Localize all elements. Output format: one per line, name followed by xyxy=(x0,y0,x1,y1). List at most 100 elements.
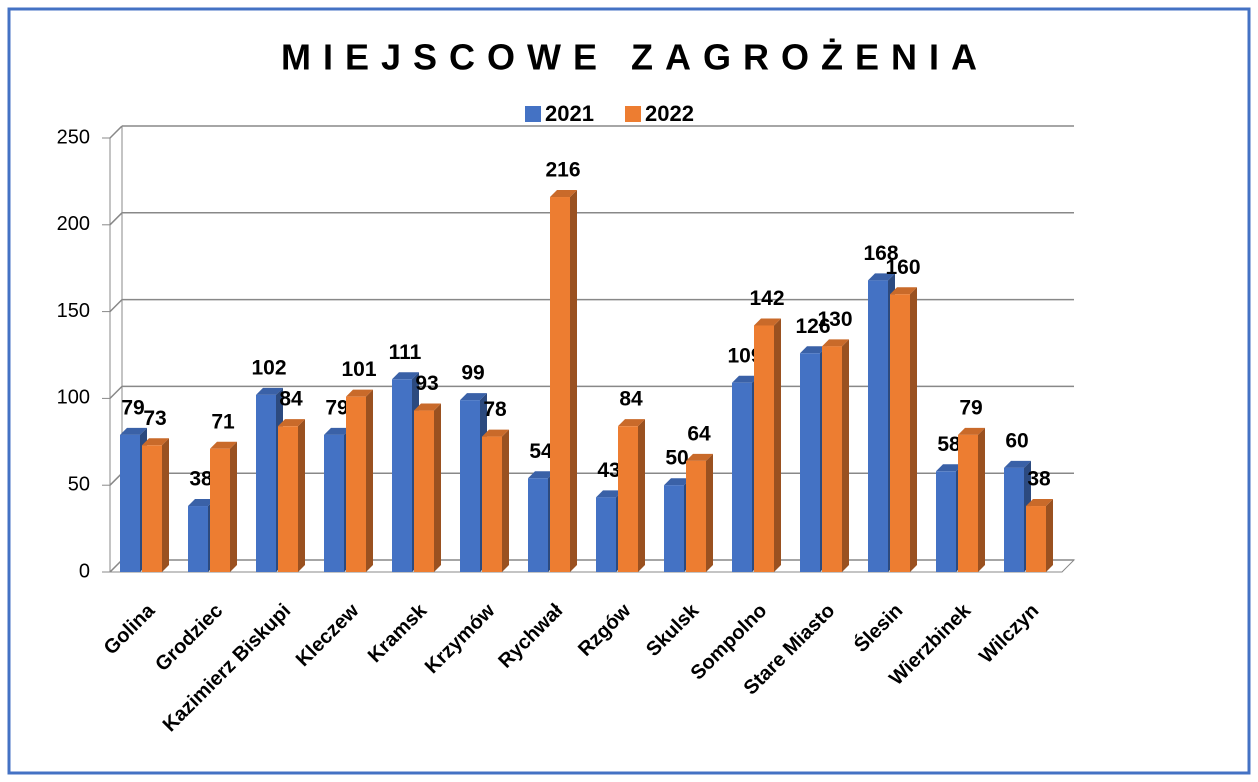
bar-top xyxy=(528,471,555,479)
value-label: 99 xyxy=(461,362,484,385)
y-tick-label: 250 xyxy=(57,126,90,148)
bar xyxy=(256,394,276,572)
bar xyxy=(414,410,434,572)
bar xyxy=(188,506,208,572)
bar xyxy=(958,434,978,572)
value-label: 111 xyxy=(389,341,422,364)
value-label: 84 xyxy=(619,388,643,411)
bar-top xyxy=(618,419,645,427)
value-label: 101 xyxy=(341,358,376,381)
bar-top xyxy=(868,273,895,281)
bar xyxy=(278,426,298,572)
value-label: 38 xyxy=(1027,468,1051,491)
legend-label: 2021 xyxy=(545,101,594,126)
y-tick-label: 150 xyxy=(57,300,90,322)
value-label: 79 xyxy=(121,396,144,419)
bar-top xyxy=(1004,460,1031,468)
bar xyxy=(936,471,956,572)
bar-side xyxy=(162,438,169,572)
y-tick-label: 100 xyxy=(57,387,90,409)
bar xyxy=(460,400,480,572)
bar-top xyxy=(596,490,623,498)
bar-top xyxy=(686,453,713,461)
value-label: 54 xyxy=(529,440,553,463)
bar-side xyxy=(570,190,577,573)
bar xyxy=(822,346,842,572)
bar xyxy=(142,445,162,572)
bar-top xyxy=(414,403,441,411)
y-tick-label: 0 xyxy=(79,560,90,582)
grid-line xyxy=(109,299,123,313)
bar-side xyxy=(706,453,713,572)
bar-top xyxy=(120,427,147,435)
value-label: 50 xyxy=(665,447,688,470)
value-label: 130 xyxy=(817,308,852,331)
bar-side xyxy=(502,429,509,572)
bar-top xyxy=(210,441,237,449)
value-label: 64 xyxy=(687,422,711,445)
bar xyxy=(754,325,774,572)
bar-side xyxy=(910,287,917,572)
bar-side xyxy=(366,389,373,572)
bar-side xyxy=(230,441,237,572)
legend-label: 2022 xyxy=(645,101,694,126)
bar-top xyxy=(822,339,849,347)
chart-title: MIEJSCOWE ZAGROŻENIA xyxy=(281,37,989,78)
bar xyxy=(392,379,412,572)
y-tick-label: 200 xyxy=(57,213,90,235)
bar xyxy=(550,197,570,573)
value-label: 79 xyxy=(959,396,982,419)
bar-top xyxy=(278,419,305,427)
bar xyxy=(1026,506,1046,572)
bar-top xyxy=(754,318,781,326)
legend-swatch xyxy=(625,106,641,122)
bar-top xyxy=(1026,499,1053,507)
bar xyxy=(528,478,548,572)
bar-top xyxy=(256,387,283,395)
bar xyxy=(596,497,616,572)
bar-side xyxy=(638,419,645,572)
bar xyxy=(732,382,752,572)
value-label: 60 xyxy=(1005,429,1028,452)
value-label: 79 xyxy=(325,396,348,419)
grid-line xyxy=(109,385,123,399)
bar xyxy=(482,436,502,572)
bar-top xyxy=(392,372,419,380)
bar-top xyxy=(482,429,509,437)
value-label: 102 xyxy=(251,356,286,379)
bar-top xyxy=(550,190,577,198)
value-label: 73 xyxy=(143,407,166,430)
bar-side xyxy=(842,339,849,572)
value-label: 38 xyxy=(189,468,213,491)
bar-top xyxy=(890,287,917,295)
bar xyxy=(890,294,910,572)
value-label: 78 xyxy=(483,398,507,421)
bar xyxy=(800,353,820,572)
bar-side xyxy=(1046,499,1053,572)
value-label: 160 xyxy=(885,256,920,279)
bar xyxy=(210,448,230,572)
bar-top xyxy=(936,464,963,472)
grid-line xyxy=(109,125,123,139)
bar-top xyxy=(188,499,215,507)
bar-side xyxy=(434,403,441,572)
value-label: 142 xyxy=(749,287,784,310)
value-label: 109 xyxy=(727,344,762,367)
bar xyxy=(618,426,638,572)
bar-top xyxy=(664,478,691,486)
bar xyxy=(686,460,706,572)
bar xyxy=(664,485,684,572)
bar-top xyxy=(460,393,487,401)
bar-top xyxy=(958,427,985,435)
value-label: 71 xyxy=(211,410,235,433)
frame xyxy=(7,7,1251,775)
bar-top xyxy=(142,438,169,446)
value-label: 43 xyxy=(597,459,620,482)
bar-side xyxy=(298,419,305,572)
value-label: 126 xyxy=(795,315,830,338)
bar xyxy=(1004,467,1024,572)
grid-line xyxy=(109,212,123,226)
y-tick-label: 50 xyxy=(68,473,90,495)
bar xyxy=(868,280,888,572)
